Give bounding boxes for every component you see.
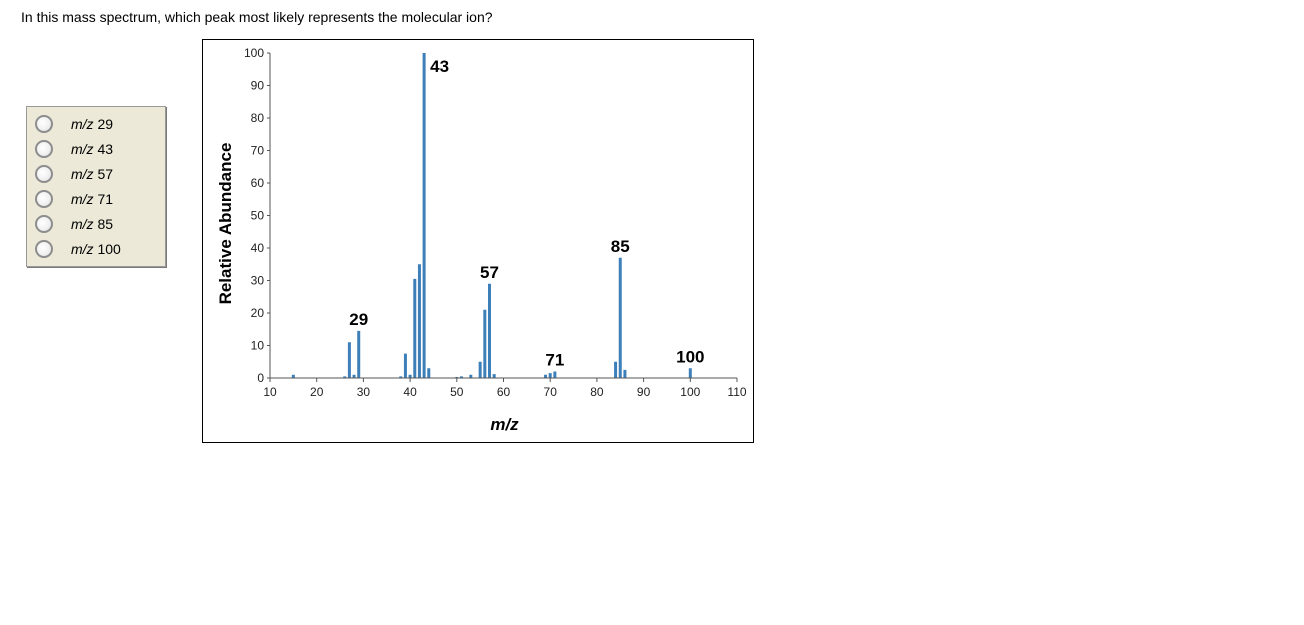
- peak-annotation: 85: [611, 237, 630, 256]
- peak-bar: [623, 369, 627, 378]
- radio-button-icon[interactable]: [35, 115, 53, 133]
- x-axis-ticks: 10 20 30 40 50 60 70 80 90 100 110: [263, 378, 747, 399]
- peak-bar: [417, 264, 421, 378]
- x-axis-title: m/z: [490, 415, 519, 434]
- y-tick-label: 90: [251, 79, 265, 93]
- y-tick-label: 10: [251, 339, 265, 353]
- peak-bar: [492, 374, 496, 378]
- option-label: m/z 57: [71, 166, 114, 182]
- peak-bar: [427, 368, 431, 378]
- y-axis-ticks: 0 10 20 30 40 50 60 70 80 90 100: [244, 46, 270, 385]
- peak-bar: [422, 53, 426, 378]
- x-tick-label: 10: [263, 385, 277, 399]
- option-mz-29[interactable]: m/z 29: [35, 114, 113, 134]
- x-tick-label: 90: [637, 385, 651, 399]
- peak-bars: [291, 53, 692, 378]
- peak-bar: [553, 371, 557, 378]
- peak-annotation: 57: [480, 263, 499, 282]
- y-tick-label: 30: [251, 274, 265, 288]
- peak-annotation: 43: [430, 57, 449, 76]
- peak-bar: [487, 283, 491, 378]
- option-label: m/z 43: [71, 141, 114, 157]
- peak-bar: [352, 374, 356, 378]
- y-axis-title: Relative Abundance: [216, 143, 235, 305]
- peak-bar: [347, 342, 351, 378]
- x-tick-label: 100: [680, 385, 700, 399]
- y-tick-label: 20: [251, 306, 265, 320]
- radio-button-icon[interactable]: [35, 240, 53, 258]
- option-mz-71[interactable]: m/z 71: [35, 189, 113, 209]
- peak-labels: 29 43 57 71 85 100: [349, 57, 704, 370]
- question-text: In this mass spectrum, which peak most l…: [21, 9, 493, 25]
- peak-bar: [408, 374, 412, 378]
- y-tick-label: 0: [257, 371, 264, 385]
- peak-bar: [343, 376, 347, 378]
- y-tick-label: 40: [251, 241, 265, 255]
- option-label: m/z 100: [71, 241, 121, 257]
- peak-bar: [544, 374, 548, 378]
- peak-bar: [478, 361, 482, 378]
- peak-bar: [399, 376, 403, 378]
- radio-button-icon[interactable]: [35, 165, 53, 183]
- x-tick-label: 110: [727, 385, 746, 399]
- radio-button-icon[interactable]: [35, 215, 53, 233]
- peak-bar: [483, 309, 487, 378]
- peak-bar: [459, 376, 463, 378]
- peak-bar: [413, 278, 417, 378]
- option-mz-57[interactable]: m/z 57: [35, 164, 113, 184]
- peak-bar: [291, 374, 295, 378]
- option-mz-43[interactable]: m/z 43: [35, 139, 113, 159]
- x-tick-label: 50: [450, 385, 464, 399]
- x-tick-label: 20: [310, 385, 324, 399]
- radio-button-icon[interactable]: [35, 190, 53, 208]
- option-label: m/z 29: [71, 116, 114, 132]
- x-tick-label: 40: [403, 385, 417, 399]
- x-tick-label: 60: [497, 385, 511, 399]
- peak-bar: [548, 373, 552, 378]
- radio-button-icon[interactable]: [35, 140, 53, 158]
- peak-bar: [614, 361, 618, 378]
- option-label: m/z 85: [71, 216, 114, 232]
- y-tick-label: 50: [251, 209, 265, 223]
- option-label: m/z 71: [71, 191, 114, 207]
- mass-spectrum-chart: 0 10 20 30 40 50 60 70 80 90 100 10 20 30 40 50 60 70 80 9…: [202, 39, 754, 443]
- option-mz-100[interactable]: m/z 100: [35, 239, 121, 259]
- y-tick-label: 70: [251, 144, 265, 158]
- y-tick-label: 60: [251, 176, 265, 190]
- option-mz-85[interactable]: m/z 85: [35, 214, 113, 234]
- peak-bar: [618, 257, 622, 378]
- peak-bar: [688, 368, 692, 378]
- peak-annotation: 29: [349, 310, 368, 329]
- y-tick-label: 100: [244, 46, 264, 60]
- x-tick-label: 70: [544, 385, 558, 399]
- y-tick-label: 80: [251, 111, 265, 125]
- x-tick-label: 30: [357, 385, 371, 399]
- peak-annotation: 71: [545, 351, 564, 370]
- peak-bar: [357, 330, 361, 378]
- answer-options-panel: m/z 29 m/z 43 m/z 57 m/z 71 m/z 85 m/z 1…: [26, 106, 166, 267]
- peak-bar: [403, 353, 407, 378]
- peak-annotation: 100: [676, 347, 704, 366]
- peak-bar: [469, 374, 473, 378]
- x-tick-label: 80: [590, 385, 604, 399]
